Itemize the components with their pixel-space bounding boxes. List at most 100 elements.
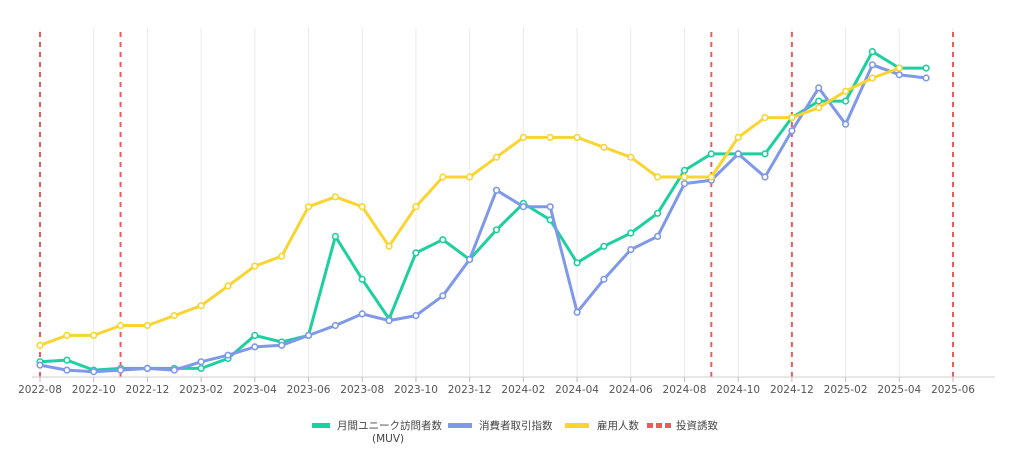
data-point[interactable]: [627, 246, 635, 254]
data-point[interactable]: [734, 133, 742, 141]
data-point[interactable]: [868, 74, 877, 82]
data-point[interactable]: [331, 321, 340, 330]
data-point[interactable]: [197, 358, 205, 366]
data-point[interactable]: [707, 173, 715, 181]
series-2: [36, 64, 903, 349]
data-point[interactable]: [680, 173, 689, 181]
data-point[interactable]: [278, 252, 286, 260]
data-point[interactable]: [304, 203, 313, 211]
data-point[interactable]: [439, 292, 447, 300]
x-tick-label: 2022-10: [72, 384, 116, 396]
data-point[interactable]: [841, 120, 850, 128]
data-point[interactable]: [358, 275, 366, 283]
data-point[interactable]: [815, 104, 823, 112]
data-point[interactable]: [466, 255, 474, 264]
data-point[interactable]: [492, 153, 501, 161]
data-point[interactable]: [519, 133, 528, 141]
data-point[interactable]: [895, 71, 903, 79]
data-point[interactable]: [224, 351, 232, 359]
series-0: [36, 47, 930, 374]
legend-swatch-muv: [312, 423, 330, 428]
data-point[interactable]: [439, 236, 447, 244]
x-tick-label: 2024-12: [770, 384, 814, 396]
data-point[interactable]: [841, 87, 850, 95]
data-point[interactable]: [761, 113, 769, 122]
data-point[interactable]: [331, 232, 340, 240]
data-point[interactable]: [573, 308, 581, 316]
legend-item-consumer-index[interactable]: 消費者取引指数: [448, 419, 553, 432]
data-point[interactable]: [546, 203, 554, 211]
data-point[interactable]: [815, 97, 823, 105]
legend-item-investment[interactable]: 投資誘致: [647, 419, 718, 432]
legend-label-employment: 雇用人数: [597, 419, 639, 432]
data-point[interactable]: [143, 321, 151, 330]
data-point[interactable]: [519, 203, 528, 211]
legend: 月間ユニーク訪問者数 (MUV) 消費者取引指数 雇用人数 投資誘致: [312, 419, 718, 445]
data-point[interactable]: [600, 143, 608, 151]
data-point[interactable]: [734, 150, 742, 158]
data-point[interactable]: [653, 232, 662, 240]
data-point[interactable]: [224, 282, 232, 290]
data-point[interactable]: [251, 331, 259, 340]
data-point[interactable]: [197, 302, 205, 310]
series-layer: [36, 47, 930, 376]
data-point[interactable]: [63, 366, 71, 374]
data-point[interactable]: [627, 153, 635, 161]
data-point[interactable]: [761, 173, 769, 181]
data-point[interactable]: [251, 262, 259, 270]
data-point[interactable]: [868, 61, 877, 69]
data-point[interactable]: [90, 368, 98, 376]
data-point[interactable]: [761, 150, 769, 158]
data-point[interactable]: [600, 275, 608, 283]
x-tick-label: 2024-06: [609, 384, 653, 396]
data-point[interactable]: [841, 97, 850, 105]
data-point[interactable]: [680, 180, 689, 188]
data-point[interactable]: [868, 47, 877, 56]
legend-item-employment[interactable]: 雇用人数: [565, 419, 639, 432]
data-point[interactable]: [170, 366, 178, 374]
data-point[interactable]: [116, 321, 125, 330]
data-point[interactable]: [600, 242, 608, 250]
data-point[interactable]: [331, 193, 340, 201]
data-point[interactable]: [170, 312, 178, 320]
data-point[interactable]: [922, 64, 930, 72]
data-point[interactable]: [466, 173, 474, 181]
data-point[interactable]: [385, 242, 393, 250]
data-point[interactable]: [358, 310, 366, 318]
data-point[interactable]: [412, 249, 420, 257]
data-point[interactable]: [788, 113, 796, 122]
data-point[interactable]: [653, 209, 662, 217]
data-point[interactable]: [546, 133, 554, 141]
data-point[interactable]: [304, 331, 313, 340]
data-point[interactable]: [707, 150, 715, 158]
data-point[interactable]: [680, 166, 689, 174]
data-point[interactable]: [922, 74, 930, 82]
data-point[interactable]: [116, 366, 125, 374]
data-point[interactable]: [197, 364, 205, 373]
data-point[interactable]: [627, 229, 635, 237]
data-point[interactable]: [143, 364, 151, 373]
data-point[interactable]: [573, 259, 581, 267]
data-point[interactable]: [412, 203, 420, 211]
data-point[interactable]: [788, 127, 796, 135]
data-point[interactable]: [36, 361, 44, 369]
data-point[interactable]: [412, 312, 420, 320]
data-point[interactable]: [63, 356, 71, 364]
data-point[interactable]: [358, 203, 366, 211]
data-point[interactable]: [573, 133, 581, 141]
data-point[interactable]: [492, 226, 501, 234]
data-point[interactable]: [653, 173, 662, 181]
data-point[interactable]: [36, 341, 44, 349]
data-point[interactable]: [90, 331, 98, 340]
legend-item-muv[interactable]: 月間ユニーク訪問者数 (MUV): [312, 419, 442, 445]
data-point[interactable]: [492, 186, 501, 194]
data-point[interactable]: [63, 331, 71, 340]
data-point[interactable]: [895, 64, 903, 72]
data-point[interactable]: [385, 317, 393, 325]
data-point[interactable]: [439, 173, 447, 181]
data-point[interactable]: [278, 341, 286, 349]
legend-label-muv: 月間ユニーク訪問者数: [337, 419, 442, 432]
data-point[interactable]: [815, 84, 823, 92]
data-point[interactable]: [251, 343, 259, 351]
x-axis: 2022-08 2022-10 2022-12 2023-02 2023-04 2023-…: [18, 376, 995, 396]
